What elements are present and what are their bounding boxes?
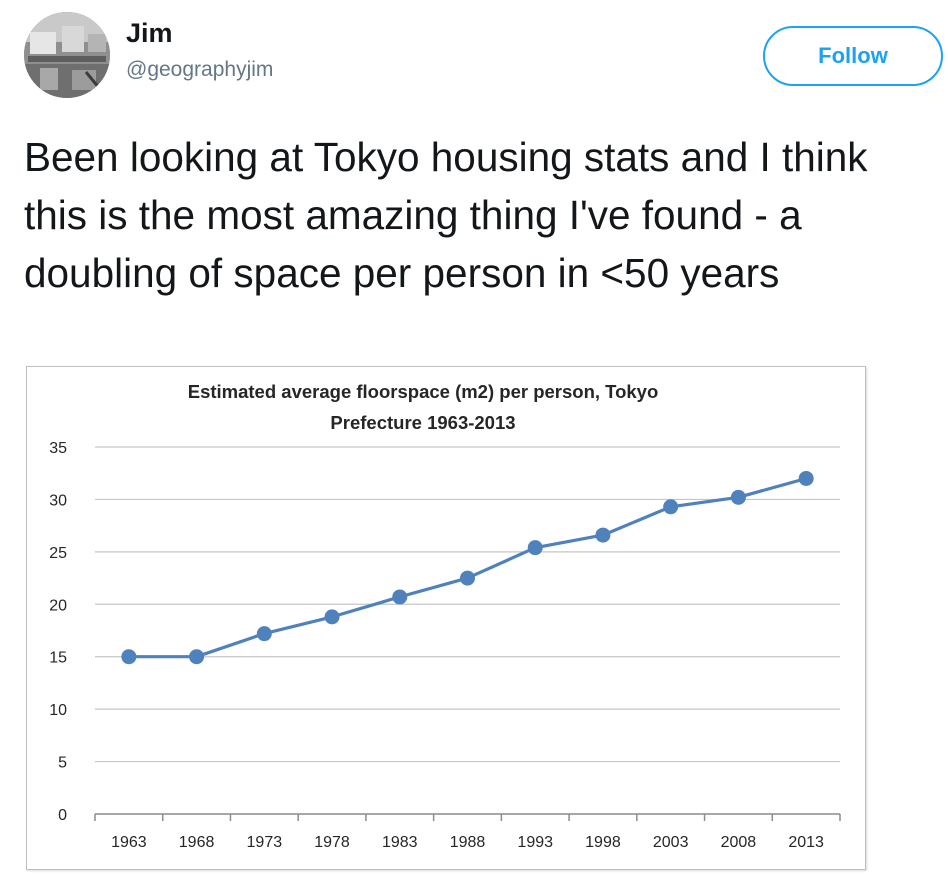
data-point-1983 — [392, 589, 408, 605]
y-tick-label-5: 5 — [58, 755, 67, 772]
data-point-1963 — [121, 649, 137, 665]
data-point-2013 — [798, 470, 814, 486]
chart-image: Estimated average floorspace (m2) per pe… — [26, 366, 866, 870]
chart-title-line-1: Estimated average floorspace (m2) per pe… — [188, 381, 659, 402]
y-tick-label-0: 0 — [58, 807, 67, 824]
chart-title-line-2: Prefecture 1963-2013 — [330, 412, 515, 433]
data-point-1993 — [527, 540, 543, 556]
y-tick-label-30: 30 — [49, 492, 67, 509]
data-point-1973 — [256, 626, 272, 642]
x-tick-label-1988: 1988 — [450, 834, 486, 851]
x-tick-label-1998: 1998 — [585, 834, 621, 851]
x-tick-label-1963: 1963 — [111, 834, 147, 851]
x-tick-label-1978: 1978 — [314, 834, 350, 851]
x-tick-label-2003: 2003 — [653, 834, 689, 851]
y-tick-label-35: 35 — [49, 440, 67, 457]
y-tick-label-25: 25 — [49, 545, 67, 562]
avatar[interactable] — [24, 12, 110, 98]
x-tick-label-2008: 2008 — [721, 834, 757, 851]
series-line — [128, 476, 807, 659]
x-axis-tick-labels: 1963 1968 1973 1978 1983 1988 1993 1998 2003 2008… — [111, 834, 824, 851]
gridlines — [95, 446, 840, 763]
x-tick-label-1968: 1968 — [179, 834, 215, 851]
avatar-photo — [24, 12, 110, 98]
x-tick-label-1993: 1993 — [517, 834, 553, 851]
series-floorspace — [121, 470, 814, 665]
data-point-1998 — [595, 527, 611, 543]
author-handle[interactable]: @geographyjim — [126, 58, 274, 81]
line-chart: Estimated average floorspace (m2) per pe… — [49, 381, 841, 851]
y-tick-label-20: 20 — [49, 597, 67, 614]
follow-button[interactable]: Follow — [763, 26, 943, 86]
tweet-text: Been looking at Tokyo housing stats and … — [24, 134, 868, 296]
x-tick-label-2013: 2013 — [788, 834, 824, 851]
y-axis-tick-labels: 0 5 10 15 20 25 30 35 — [49, 440, 67, 824]
y-tick-label-15: 15 — [49, 650, 67, 667]
y-tick-label-10: 10 — [49, 702, 67, 719]
data-point-1978 — [324, 609, 340, 625]
data-point-1988 — [460, 570, 475, 586]
data-point-2008 — [730, 489, 746, 505]
data-point-1968 — [189, 649, 205, 665]
x-axis — [94, 813, 841, 821]
x-tick-label-1983: 1983 — [382, 834, 418, 851]
x-tick-label-1973: 1973 — [247, 834, 283, 851]
data-point-2003 — [663, 499, 679, 515]
author-name[interactable]: Jim — [126, 18, 173, 48]
